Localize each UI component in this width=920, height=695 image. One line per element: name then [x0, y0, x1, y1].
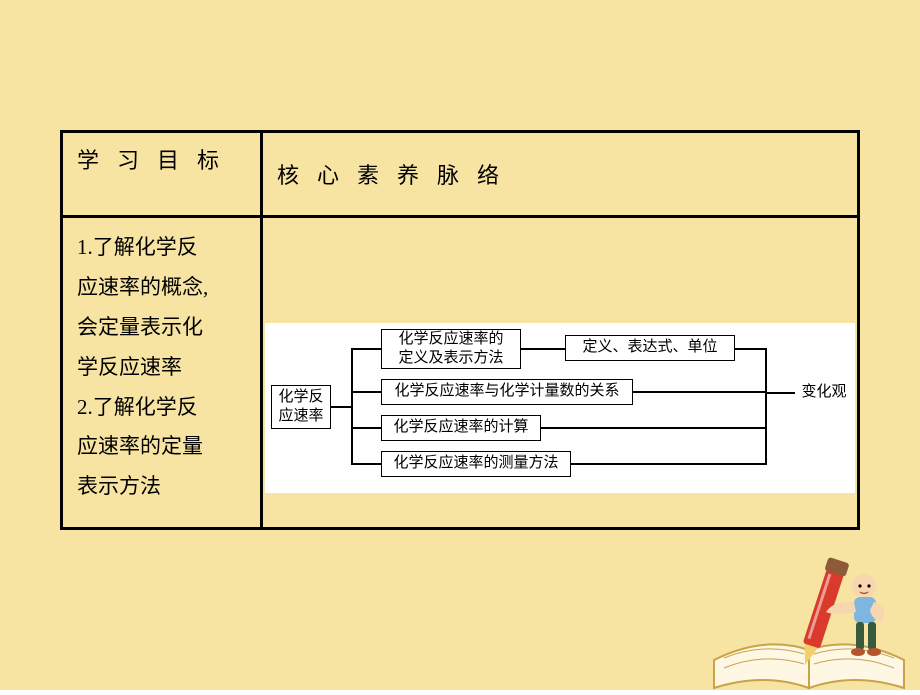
diagram-connector: [765, 392, 795, 394]
diagram-connector: [331, 406, 351, 408]
diagram-node-b4: 化学反应速率的测量方法: [381, 451, 571, 477]
diagram-connector: [351, 348, 353, 465]
diagram-connector: [521, 348, 565, 350]
diagram-cell: 化学反 应速率 化学反应速率的 定义及表示方法化学反应速率与化学计量数的关系化学反…: [262, 217, 859, 529]
objectives-table: 学习目标 核心素养脉络 1.了解化学反应速率的概念,会定量表示化学反应速率2.了…: [60, 130, 860, 530]
objectives-cell: 1.了解化学反应速率的概念,会定量表示化学反应速率2.了解化学反应速率的定量表示…: [62, 217, 262, 529]
objective-line: 应速率的定量: [77, 427, 246, 467]
diagram-node-right: 变化观: [795, 381, 853, 405]
diagram-connector: [735, 348, 765, 350]
header-concept-map: 核心素养脉络: [262, 132, 859, 217]
diagram-node-root: 化学反 应速率: [271, 385, 331, 429]
diagram-connector: [633, 391, 765, 393]
diagram-connector: [571, 463, 765, 465]
objective-line: 应速率的概念,: [77, 268, 246, 308]
diagram-node-c1: 定义、表达式、单位: [565, 335, 735, 361]
diagram-connector: [351, 391, 381, 393]
diagram-connector: [351, 348, 381, 350]
concept-diagram: 化学反 应速率 化学反应速率的 定义及表示方法化学反应速率与化学计量数的关系化学反…: [265, 323, 855, 493]
header-objectives: 学习目标: [62, 132, 262, 217]
diagram-node-b3: 化学反应速率的计算: [381, 415, 541, 441]
diagram-connector: [765, 348, 767, 465]
diagram-node-b2: 化学反应速率与化学计量数的关系: [381, 379, 633, 405]
diagram-connector: [351, 427, 381, 429]
objective-line: 表示方法: [77, 467, 246, 507]
diagram-node-b1: 化学反应速率的 定义及表示方法: [381, 329, 521, 369]
objective-line: 1.了解化学反: [77, 228, 246, 268]
objective-line: 学反应速率: [77, 348, 246, 388]
objective-line: 会定量表示化: [77, 308, 246, 348]
corner-illustration: [704, 540, 914, 690]
diagram-connector: [351, 463, 381, 465]
objective-line: 2.了解化学反: [77, 388, 246, 428]
diagram-connector: [541, 427, 765, 429]
